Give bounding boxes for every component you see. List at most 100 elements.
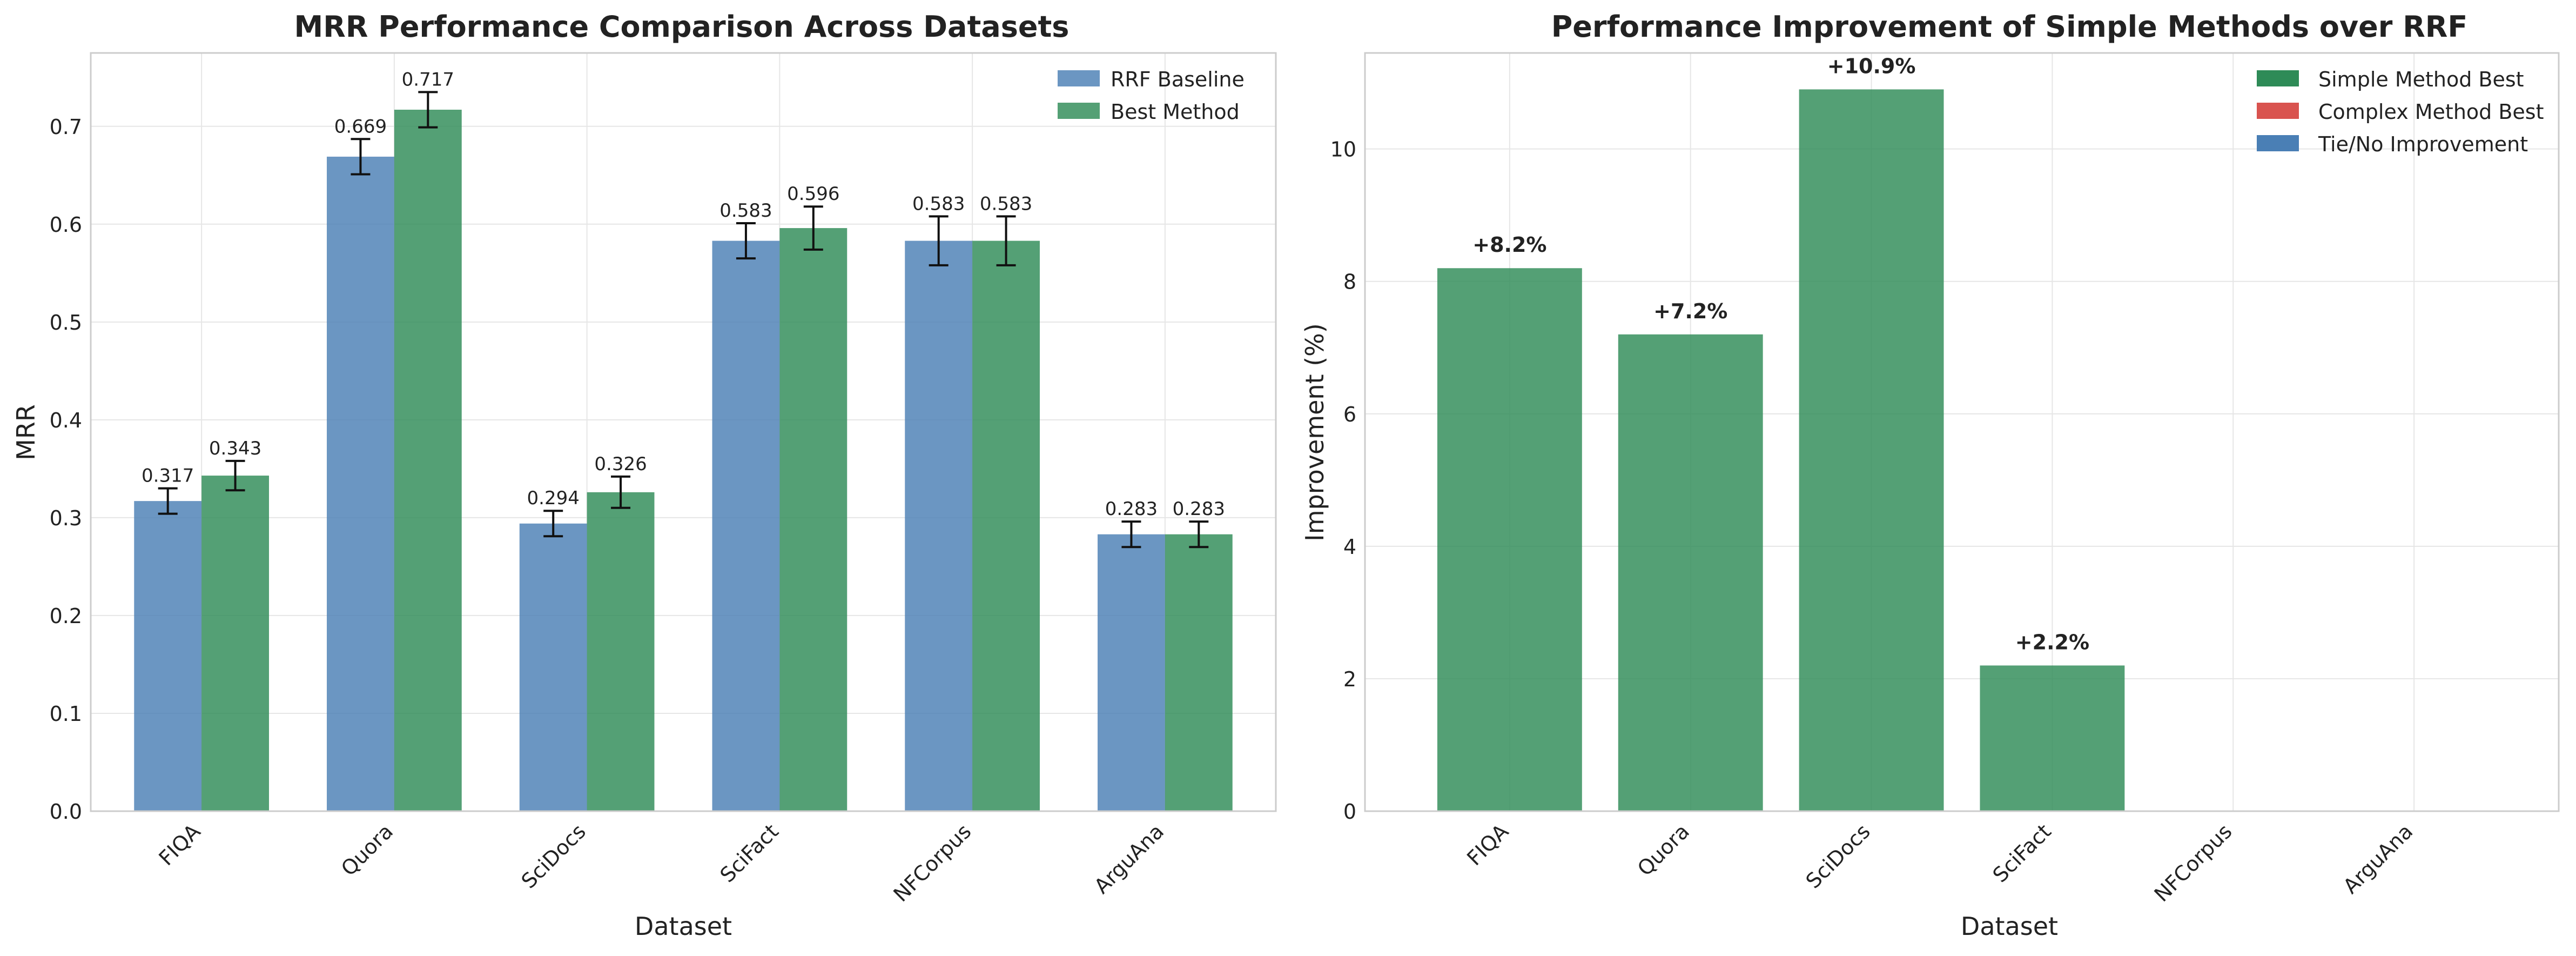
y-axis-label: Improvement (%) [1300,323,1329,541]
data-label-improvement: +8.2% [1472,233,1546,257]
x-tick-label: FIQA [1462,819,1513,870]
error-bar-best-method [996,215,1016,266]
y-tick-label: 0 [1343,800,1356,824]
y-tick-labels: 0.0 0.1 0.2 0.3 0.4 0.5 0.6 0.7 [50,115,82,824]
bar-rrf-baseline [905,240,973,812]
chart-title: MRR Performance Comparison Across Datase… [294,10,1070,44]
data-label-rrf-baseline: 0.583 [719,200,772,222]
data-label-improvement: +10.9% [1827,54,1916,78]
data-label-best-method: 0.343 [209,438,261,459]
legend-swatch-tie-no-improvement [2257,135,2299,151]
plot-frame [1364,52,2560,812]
bar-best-method [394,109,462,812]
error-bar-rrf-baseline [543,510,563,538]
x-tick-label: SciDocs [517,819,590,893]
bar-rrf-baseline [327,156,394,812]
y-tick-label: 6 [1343,403,1356,426]
data-label-best-method: 0.717 [402,69,454,90]
plot-frame [90,52,1277,812]
x-axis-label: Dataset [635,912,732,941]
data-labels: 0.317 0.669 0.294 0.583 0.583 0.283 0.343 0.717… [142,69,1225,520]
y-tick-labels: 0 2 4 6 8 10 [1330,138,1356,824]
data-label-rrf-baseline: 0.294 [527,487,580,509]
x-tick-labels: FIQA Quora SciDocs SciFact NFCorpus ArguAna [154,819,1168,906]
error-bar-best-method [803,205,823,251]
improvement-chart: Performance Improvement of Simple Method… [1300,10,2560,941]
data-label-rrf-baseline: 0.583 [912,193,965,215]
error-bar-rrf-baseline [929,215,949,266]
x-tick-label: NFCorpus [2150,819,2237,906]
error-bar-best-method [1189,520,1209,549]
data-label-best-method: 0.326 [594,453,647,475]
y-tick-label: 0.2 [50,604,82,628]
bar-best-method [779,228,848,811]
bar-rrf-baseline [712,240,780,812]
y-tick-label: 0.4 [50,409,82,432]
y-tick-label: 0.5 [50,311,82,335]
legend-swatch-best-method [1058,103,1100,119]
data-labels: +8.2% +7.2% +10.9% +2.2% [1472,54,2089,654]
x-tick-label: FIQA [154,819,205,870]
legend-swatch-rrf-baseline [1058,70,1100,86]
error-bar-rrf-baseline [351,138,371,176]
x-tick-label: Quora [1633,819,1694,880]
legend-label-rrf-baseline: RRF Baseline [1111,68,1245,91]
data-label-rrf-baseline: 0.317 [142,465,194,487]
legend-label-tie-no-improvement: Tie/No Improvement [2318,132,2528,156]
x-tick-label: SciFact [1988,819,2056,887]
y-tick-label: 0.6 [50,213,82,237]
legend-label-complex-method-best: Complex Method Best [2318,100,2544,124]
y-tick-label: 2 [1343,667,1356,691]
x-tick-label: ArguAna [2338,819,2417,898]
bar-best-method [972,240,1040,812]
y-tick-label: 8 [1343,270,1356,294]
x-tick-label: SciFact [716,819,783,887]
bar-best-method [201,476,269,811]
error-bar-rrf-baseline [1121,520,1141,549]
data-label-rrf-baseline: 0.669 [334,116,387,137]
y-tick-label: 4 [1343,535,1356,559]
error-bar-rrf-baseline [158,487,178,515]
bars [1437,89,2125,811]
bar-improvement [1437,268,1582,811]
x-tick-label: NFCorpus [889,819,976,906]
bar-rrf-baseline [1098,534,1165,811]
legend-label-best-method: Best Method [1111,100,1240,124]
x-tick-label: ArguAna [1089,819,1168,898]
legend-swatch-simple-method-best [2257,70,2299,86]
legend-label-simple-method-best: Simple Method Best [2318,68,2524,91]
bar-best-method [587,492,655,811]
legend: Simple Method Best Complex Method Best T… [2257,68,2544,156]
bar-improvement [1618,334,1763,811]
bar-best-method [1165,534,1233,811]
y-tick-label: 0.3 [50,506,82,530]
y-tick-label: 10 [1330,138,1356,162]
error-bars [158,91,1209,549]
error-bar-best-method [611,475,631,509]
y-tick-label: 0.0 [50,800,82,824]
x-axis-label: Dataset [1961,912,2058,941]
legend: RRF Baseline Best Method [1058,68,1245,124]
data-label-improvement: +2.2% [2015,630,2089,654]
data-label-best-method: 0.583 [980,193,1032,215]
x-tick-labels: FIQA Quora SciDocs SciFact NFCorpus ArguAna [1462,819,2417,906]
chart-title: Performance Improvement of Simple Method… [1551,10,2468,44]
error-bar-rrf-baseline [736,222,756,260]
error-bar-best-method [418,91,438,129]
y-axis-label: MRR [11,404,41,460]
bar-rrf-baseline [519,523,587,811]
bar-improvement [1799,89,1944,811]
bars [134,109,1233,812]
bar-improvement [1980,665,2125,811]
mrr-comparison-chart: MRR Performance Comparison Across Datase… [11,10,1277,941]
x-tick-label: Quora [337,819,398,880]
data-label-best-method: 0.596 [787,183,839,205]
data-label-best-method: 0.283 [1173,498,1225,520]
y-tick-label: 0.1 [50,702,82,726]
y-tick-label: 0.7 [50,115,82,139]
bar-rrf-baseline [134,501,202,811]
error-bar-best-method [225,459,245,492]
data-label-improvement: +7.2% [1653,299,1727,323]
data-label-rrf-baseline: 0.283 [1105,498,1158,520]
